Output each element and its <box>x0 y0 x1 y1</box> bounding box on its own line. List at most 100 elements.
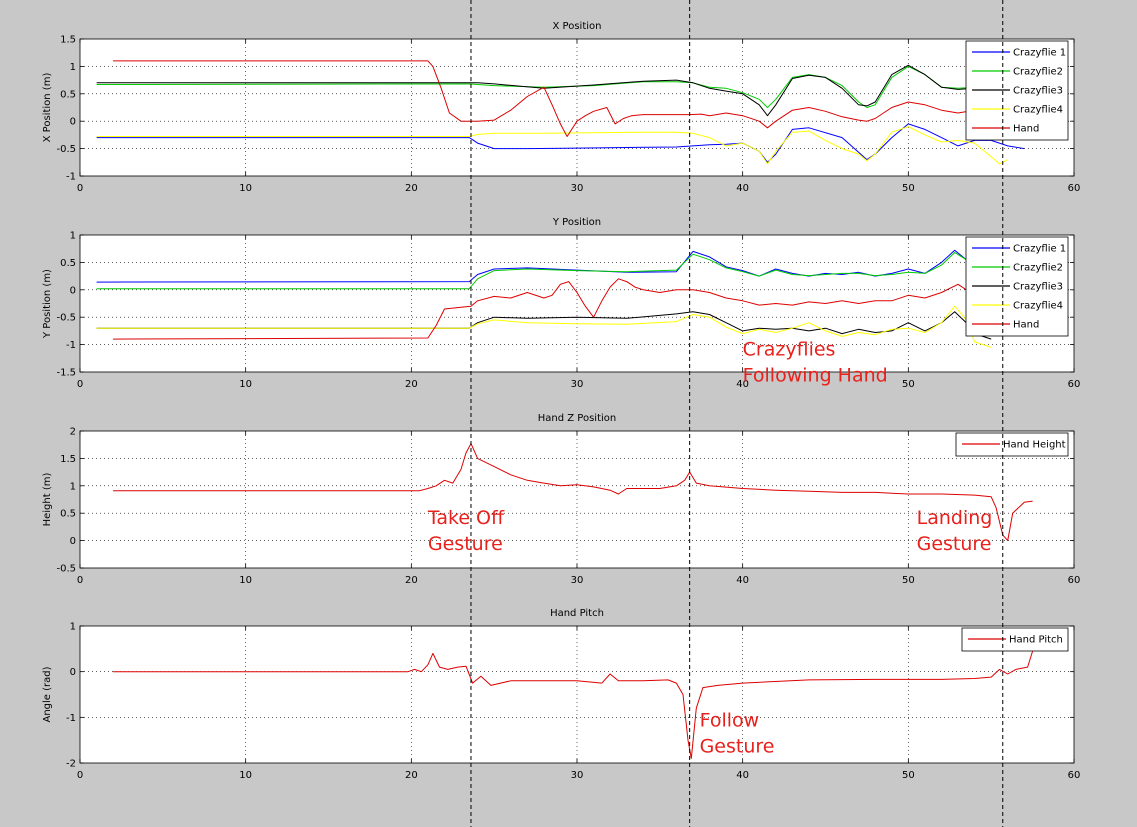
x-tick-label: 10 <box>239 183 252 194</box>
y-tick-label: 0.5 <box>60 509 76 520</box>
legend-entry-hand: Hand <box>1013 124 1039 135</box>
legend-entry-crazyflie3: Crazyflie3 <box>1013 86 1063 97</box>
legend-entry-crazyflie3: Crazyflie3 <box>1013 282 1063 293</box>
y-tick-label: 1.5 <box>60 35 76 46</box>
y-tick-label: 0.5 <box>60 258 76 269</box>
series-line-crazyflie4 <box>96 305 992 348</box>
x-tick-label: 50 <box>902 379 915 390</box>
series-line-crazyflie3 <box>96 64 1008 117</box>
y-tick-label: 1 <box>70 481 76 492</box>
x-tick-label: 50 <box>902 575 915 586</box>
legend-entry-hand-height: Hand Height <box>1003 440 1066 451</box>
annotation-line: Following Hand <box>743 365 888 387</box>
x-tick-label: 40 <box>736 575 749 586</box>
x-tick-label: 30 <box>571 575 584 586</box>
series-line-crazyflie3 <box>96 311 992 340</box>
annotation-crazyflies-following-hand: Crazyflies Following Hand <box>743 339 888 387</box>
y-tick-label: 1 <box>70 62 76 73</box>
legend-entry-crazyflie4: Crazyflie4 <box>1013 105 1063 116</box>
x-tick-label: 0 <box>77 575 83 586</box>
series-line-crazyflie-1 <box>96 123 1025 163</box>
x-tick-label: 60 <box>1068 770 1081 781</box>
x-tick-label: 60 <box>1068 575 1081 586</box>
chart-title: Hand Pitch <box>550 608 604 619</box>
x-tick-label: 0 <box>77 770 83 781</box>
annotation-line: Take Off <box>427 507 505 529</box>
chart-x-position: 0 10 20 30 40 50 60 -1 -0.5 0 0.5 1 1.5 X Position X P… <box>42 21 1080 194</box>
chart-title: Y Position <box>552 217 601 228</box>
x-tick-label: 50 <box>902 183 915 194</box>
x-tick-label: 40 <box>736 379 749 390</box>
y-tick-label: 0 <box>70 536 76 547</box>
x-tick-label: 20 <box>405 183 418 194</box>
y-tick-label: 0 <box>70 117 76 128</box>
x-tick-label: 30 <box>571 770 584 781</box>
x-tick-label: 10 <box>239 770 252 781</box>
y-axis-label: Angle (rad) <box>42 666 53 722</box>
y-tick-label: -1 <box>66 713 76 724</box>
x-tick-label: 0 <box>77 183 83 194</box>
x-tick-label: 30 <box>571 379 584 390</box>
series-line-crazyflie4 <box>96 126 1008 165</box>
annotation-line: Landing <box>917 507 993 529</box>
y-tick-label: 2 <box>70 427 76 438</box>
y-tick-label: 1 <box>70 622 76 633</box>
legend: Crazyflie 1 Crazyflie2 Crazyflie3 Crazyflie… <box>965 40 1069 141</box>
x-tick-label: 20 <box>405 770 418 781</box>
annotation-line: Follow <box>700 709 760 731</box>
x-tick-label: 10 <box>239 379 252 390</box>
series-line-hand-height <box>113 443 1033 542</box>
x-tick-label: 40 <box>736 183 749 194</box>
x-tick-label: 60 <box>1068 379 1081 390</box>
x-tick-label: 30 <box>571 183 584 194</box>
series-line-crazyflie-1 <box>96 249 992 283</box>
annotation-line: Crazyflies <box>743 339 836 361</box>
x-tick-label: 20 <box>405 575 418 586</box>
legend: Crazyflie 1 Crazyflie2 Crazyflie3 Crazyflie… <box>965 236 1069 337</box>
series-line-hand <box>113 60 1008 137</box>
legend: Hand Pitch <box>961 627 1069 652</box>
legend-box <box>961 627 1069 652</box>
legend-entry-crazyflie-1: Crazyflie 1 <box>1013 244 1066 255</box>
y-tick-label: -1 <box>66 172 76 183</box>
x-tick-label: 50 <box>902 770 915 781</box>
y-tick-label: -1 <box>66 340 76 351</box>
y-tick-label: 0 <box>70 667 76 678</box>
series-line-hand-pitch <box>113 650 1034 759</box>
legend-box <box>955 432 1069 457</box>
annotation-take-off-gesture: Take Off Gesture <box>427 507 505 555</box>
y-tick-label: -0.5 <box>56 564 76 575</box>
y-tick-label: 0.5 <box>60 89 76 100</box>
legend-entry-hand: Hand <box>1013 320 1039 331</box>
x-tick-label: 40 <box>736 770 749 781</box>
x-tick-label: 0 <box>77 379 83 390</box>
x-tick-label: 60 <box>1068 183 1081 194</box>
annotation-line: Gesture <box>700 735 775 757</box>
gesture-lines <box>470 0 1004 827</box>
legend-entry-crazyflie2: Crazyflie2 <box>1013 67 1063 78</box>
legend: Hand Height <box>955 432 1069 457</box>
series-line-hand <box>113 278 1008 340</box>
chart-title: X Position <box>553 21 602 32</box>
chart-y-position: 0 10 20 30 40 50 60 -1.5 -1 -0.5 0 0.5 1 Y Position Y … <box>42 217 1080 390</box>
y-axis-label: X Position (m) <box>42 73 53 143</box>
y-tick-label: -2 <box>66 759 76 770</box>
legend-entry-crazyflie4: Crazyflie4 <box>1013 301 1063 312</box>
chart-hand-pitch: 0 10 20 30 40 50 60 -2 -1 0 1 Hand Pitch Angle (rad)… <box>42 608 1080 781</box>
y-tick-label: -1.5 <box>56 368 76 379</box>
y-axis-label: Y Position (m) <box>42 269 53 339</box>
legend-entry-crazyflie2: Crazyflie2 <box>1013 263 1063 274</box>
chart-title: Hand Z Position <box>538 413 616 424</box>
legend-entry-crazyflie-1: Crazyflie 1 <box>1013 48 1066 59</box>
annotation-follow-gesture: Follow Gesture <box>700 709 775 757</box>
series-line-crazyflie2 <box>96 252 992 290</box>
y-tick-label: -0.5 <box>56 144 76 155</box>
x-tick-label: 10 <box>239 575 252 586</box>
y-tick-label: -0.5 <box>56 313 76 324</box>
annotation-line: Gesture <box>917 533 992 555</box>
legend-entry-hand-pitch: Hand Pitch <box>1009 635 1063 646</box>
